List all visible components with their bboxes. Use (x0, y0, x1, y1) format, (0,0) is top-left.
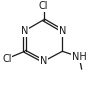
Text: NH: NH (72, 52, 87, 62)
Text: Cl: Cl (2, 54, 12, 64)
Text: N: N (40, 56, 47, 66)
Text: Cl: Cl (39, 1, 48, 11)
Text: N: N (21, 26, 28, 36)
Text: N: N (59, 26, 66, 36)
